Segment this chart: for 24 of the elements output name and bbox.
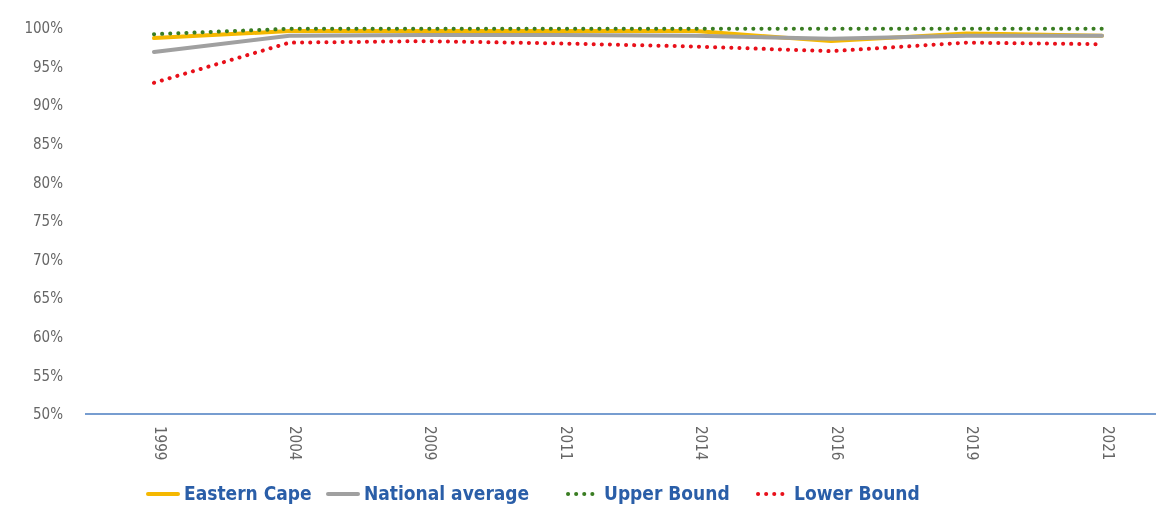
y-tick-label: 70%	[33, 250, 64, 269]
y-tick-label: 65%	[33, 289, 64, 308]
x-tick-label: 1999	[150, 426, 169, 461]
x-tick-label: 2014	[692, 426, 711, 461]
x-tick-label: 2016	[827, 426, 846, 461]
y-tick-label: 85%	[33, 135, 64, 154]
y-tick-label: 95%	[33, 57, 64, 76]
y-tick-label: 80%	[33, 173, 64, 192]
x-tick-label: 2009	[421, 426, 440, 461]
y-tick-label: 90%	[33, 96, 64, 115]
legend-label: Eastern Cape	[184, 482, 312, 504]
y-tick-label: 100%	[24, 19, 64, 38]
line-series	[152, 32, 1104, 54]
y-tick-label: 50%	[33, 405, 64, 424]
y-tick-label: 55%	[33, 366, 64, 385]
x-tick-label: 2004	[285, 426, 304, 461]
x-tick-label: 2011	[556, 426, 575, 461]
legend-label: National average	[364, 482, 530, 504]
legend-label: Lower Bound	[794, 482, 920, 504]
legend-label: Upper Bound	[604, 482, 730, 504]
x-tick-label: 2021	[1098, 426, 1117, 461]
y-tick-label: 75%	[33, 212, 64, 231]
x-tick-label: 2019	[963, 426, 982, 461]
y-tick-label: 60%	[33, 328, 64, 347]
